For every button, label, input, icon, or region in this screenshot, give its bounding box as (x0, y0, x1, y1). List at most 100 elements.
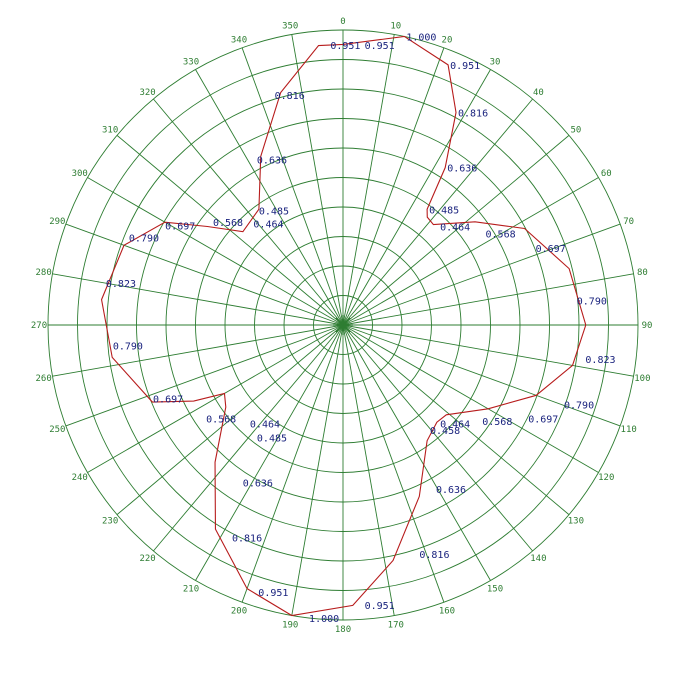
angle-tick-label: 320 (139, 88, 155, 98)
grid-spoke-130 (342, 324, 570, 515)
angle-tick-label: 50 (570, 126, 581, 136)
grid-spoke-330 (195, 69, 344, 326)
angle-tick-labels: 0 10 20 30 40 50 60 70 80 90 100 110 120 130 140 150 160… (31, 17, 653, 635)
data-label: 0.816 (458, 108, 488, 119)
angle-tick-label: 310 (102, 126, 118, 136)
data-label: 0.951 (330, 41, 360, 52)
angle-tick-label: 110 (621, 425, 637, 435)
grid-spoke-40 (342, 98, 533, 326)
grid-spoke-50 (342, 135, 570, 326)
grid-spoke-20 (342, 47, 445, 326)
data-label: 0.951 (258, 588, 288, 599)
center-ray (342, 324, 351, 333)
data-label: 0.636 (257, 155, 287, 166)
series-line-0 (100, 35, 587, 617)
grid-spoke-190 (291, 324, 344, 616)
data-label: 0.951 (365, 41, 395, 52)
angle-tick-label: 160 (439, 607, 455, 617)
angle-tick-label: 330 (183, 58, 199, 68)
grid-spoke-280 (52, 273, 344, 326)
angle-tick-label: 20 (442, 35, 453, 45)
grid-spoke-200 (241, 324, 344, 603)
data-label: 0.951 (365, 601, 395, 612)
grid-spoke-70 (342, 223, 621, 326)
angle-tick-label: 270 (31, 321, 47, 331)
angle-tick-label: 340 (231, 35, 247, 45)
series-layer (100, 35, 587, 617)
grid-spoke-220 (153, 324, 344, 552)
angle-tick-label: 60 (601, 169, 612, 179)
center-ray (342, 317, 351, 326)
grid-spoke-100 (342, 324, 634, 377)
grid-spoke-340 (241, 47, 344, 326)
data-label: 0.816 (232, 534, 262, 545)
data-label: 0.485 (429, 205, 459, 216)
data-label: 0.790 (577, 297, 607, 308)
data-label: 0.464 (250, 419, 280, 430)
value-labels: 0.9511.0000.9510.8160.6360.4850.4640.568… (106, 32, 616, 624)
center-ray (335, 317, 344, 326)
angle-tick-label: 190 (282, 620, 298, 630)
grid-spoke-250 (65, 324, 344, 427)
data-label: 0.458 (430, 426, 460, 437)
angle-tick-label: 100 (634, 374, 650, 384)
angle-tick-label: 80 (637, 268, 648, 278)
grid-spoke-240 (87, 324, 344, 473)
data-label: 0.464 (253, 219, 283, 230)
data-label: 0.464 (440, 223, 470, 234)
angle-tick-label: 140 (530, 554, 546, 564)
angle-tick-label: 130 (568, 516, 584, 526)
angle-tick-label: 10 (390, 22, 401, 32)
grid-spoke-260 (52, 324, 344, 377)
data-label: 0.636 (436, 485, 466, 496)
grid-spoke-10 (342, 34, 395, 326)
grid-spoke-80 (342, 273, 634, 326)
grid-spoke-320 (153, 98, 344, 326)
data-label: 0.823 (585, 355, 615, 366)
data-label: 0.790 (564, 401, 594, 412)
grid-spoke-110 (342, 324, 621, 427)
data-label: 0.951 (450, 61, 480, 72)
angle-tick-label: 70 (623, 217, 634, 227)
grid-spoke-160 (342, 324, 445, 603)
angle-tick-label: 230 (102, 516, 118, 526)
angle-tick-label: 180 (335, 625, 351, 635)
data-label: 0.816 (275, 91, 305, 102)
data-label: 1.000 (406, 32, 436, 43)
data-label: 0.697 (153, 395, 183, 406)
data-label: 0.636 (243, 478, 273, 489)
center-mark (333, 315, 353, 335)
data-label: 0.636 (447, 164, 477, 175)
grid-spoke-30 (342, 69, 491, 326)
data-label: 0.697 (536, 244, 566, 255)
grid-spoke-230 (116, 324, 344, 515)
angle-tick-label: 90 (642, 321, 653, 331)
angle-tick-label: 0 (340, 17, 345, 27)
data-label: 0.823 (106, 279, 136, 290)
data-label: 0.568 (486, 230, 516, 241)
angle-tick-label: 40 (533, 88, 544, 98)
data-label: 0.790 (129, 234, 159, 245)
angle-tick-label: 280 (35, 268, 51, 278)
angle-tick-label: 120 (598, 473, 614, 483)
data-label: 1.000 (309, 614, 339, 625)
data-label: 0.464 (440, 419, 470, 430)
angle-tick-label: 290 (49, 217, 65, 227)
angle-tick-label: 30 (490, 58, 501, 68)
data-label: 0.485 (259, 207, 289, 218)
angle-tick-label: 350 (282, 22, 298, 32)
angle-tick-label: 200 (231, 607, 247, 617)
data-label: 0.568 (206, 415, 236, 426)
angle-tick-label: 150 (487, 584, 503, 594)
angle-tick-label: 210 (183, 584, 199, 594)
data-label: 0.485 (257, 434, 287, 445)
grid-spoke-350 (291, 34, 344, 326)
grid-spoke-60 (342, 177, 599, 326)
data-label: 0.790 (113, 341, 143, 352)
angle-tick-label: 250 (49, 425, 65, 435)
angle-tick-label: 260 (35, 374, 51, 384)
grid-spoke-170 (342, 324, 395, 616)
angle-tick-label: 240 (72, 473, 88, 483)
grid-spoke-140 (342, 324, 533, 552)
